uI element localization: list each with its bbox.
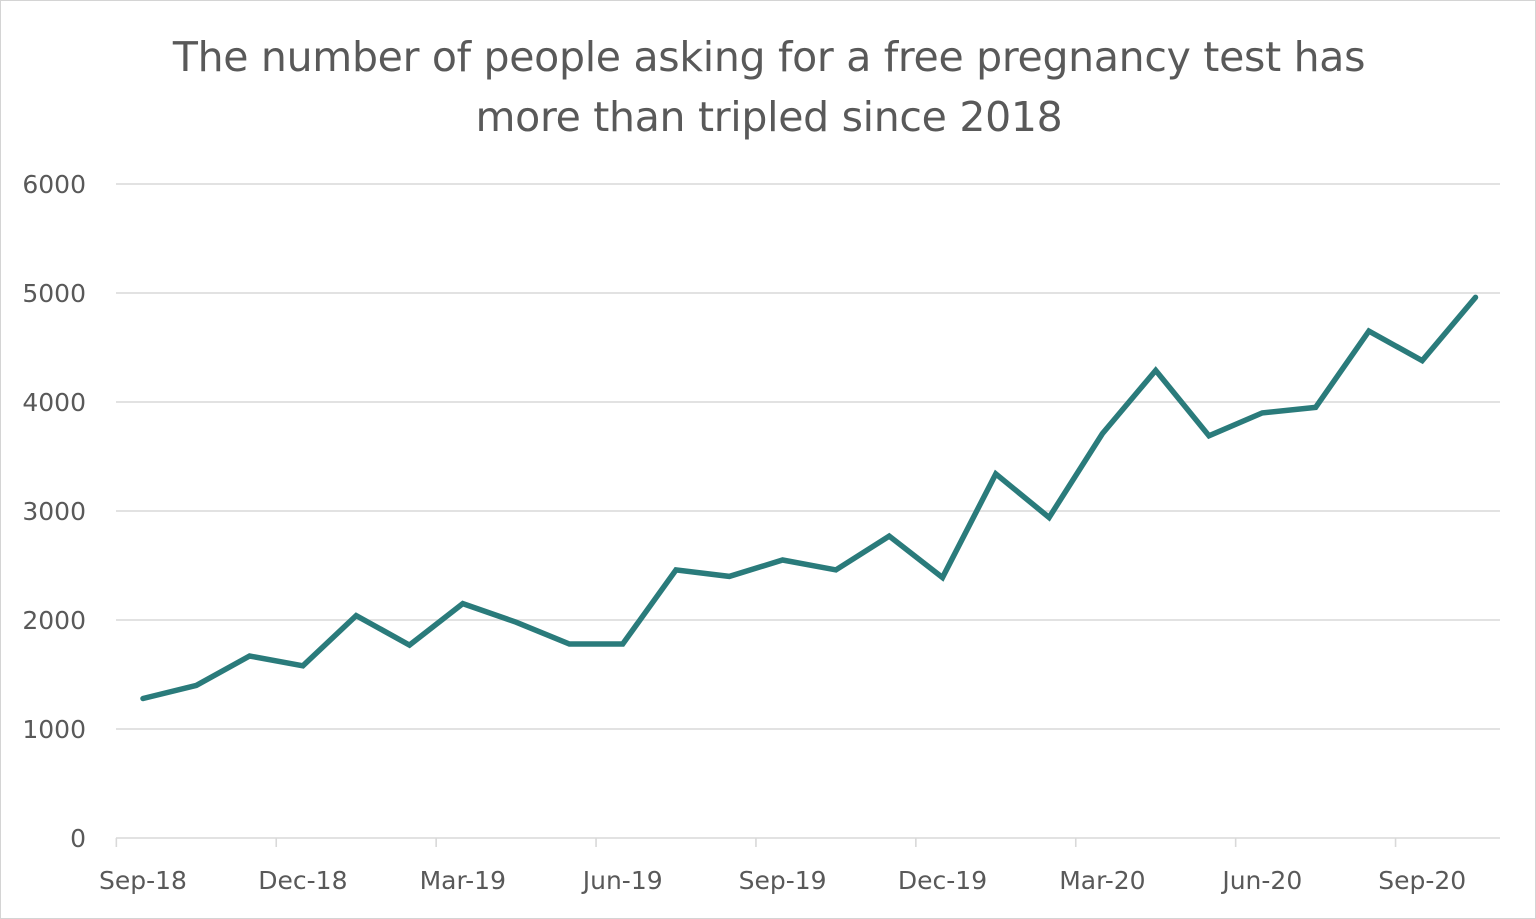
y-tick-label: 6000 [22, 170, 86, 199]
chart-title-line-1: The number of people asking for a free p… [172, 33, 1366, 81]
chart-title: The number of people asking for a free p… [1, 27, 1536, 147]
series-line [140, 294, 1479, 702]
x-tick-label: Dec-19 [898, 866, 987, 895]
series-group [140, 294, 1479, 702]
x-tick-label: Mar-20 [1059, 866, 1145, 895]
gridlines [116, 183, 1500, 730]
y-tick-label: 4000 [22, 388, 86, 417]
x-axis-tick-labels: Sep-18 Dec-18 Mar-19 Jun-19 Sep-19 Dec-19 Mar-… [99, 866, 1466, 895]
y-tick-label: 2000 [22, 606, 86, 635]
y-tick-label: 3000 [22, 497, 86, 526]
y-tick-label: 0 [70, 824, 86, 853]
x-tick-label: Dec-18 [258, 866, 347, 895]
x-tick-label: Mar-19 [420, 866, 506, 895]
x-tick-label: Jun-20 [1220, 866, 1302, 895]
x-tick-label: Sep-20 [1378, 866, 1466, 895]
y-tick-label: 1000 [22, 715, 86, 744]
x-tick-label: Sep-19 [739, 866, 827, 895]
chart-title-line-2: more than tripled since 2018 [475, 93, 1063, 141]
x-tick-label: Jun-19 [581, 866, 663, 895]
x-tick-label: Sep-18 [99, 866, 187, 895]
x-axis [115, 837, 1500, 847]
y-axis-tick-labels: 0 1000 2000 3000 4000 5000 6000 [22, 170, 86, 853]
y-tick-label: 5000 [22, 279, 86, 308]
